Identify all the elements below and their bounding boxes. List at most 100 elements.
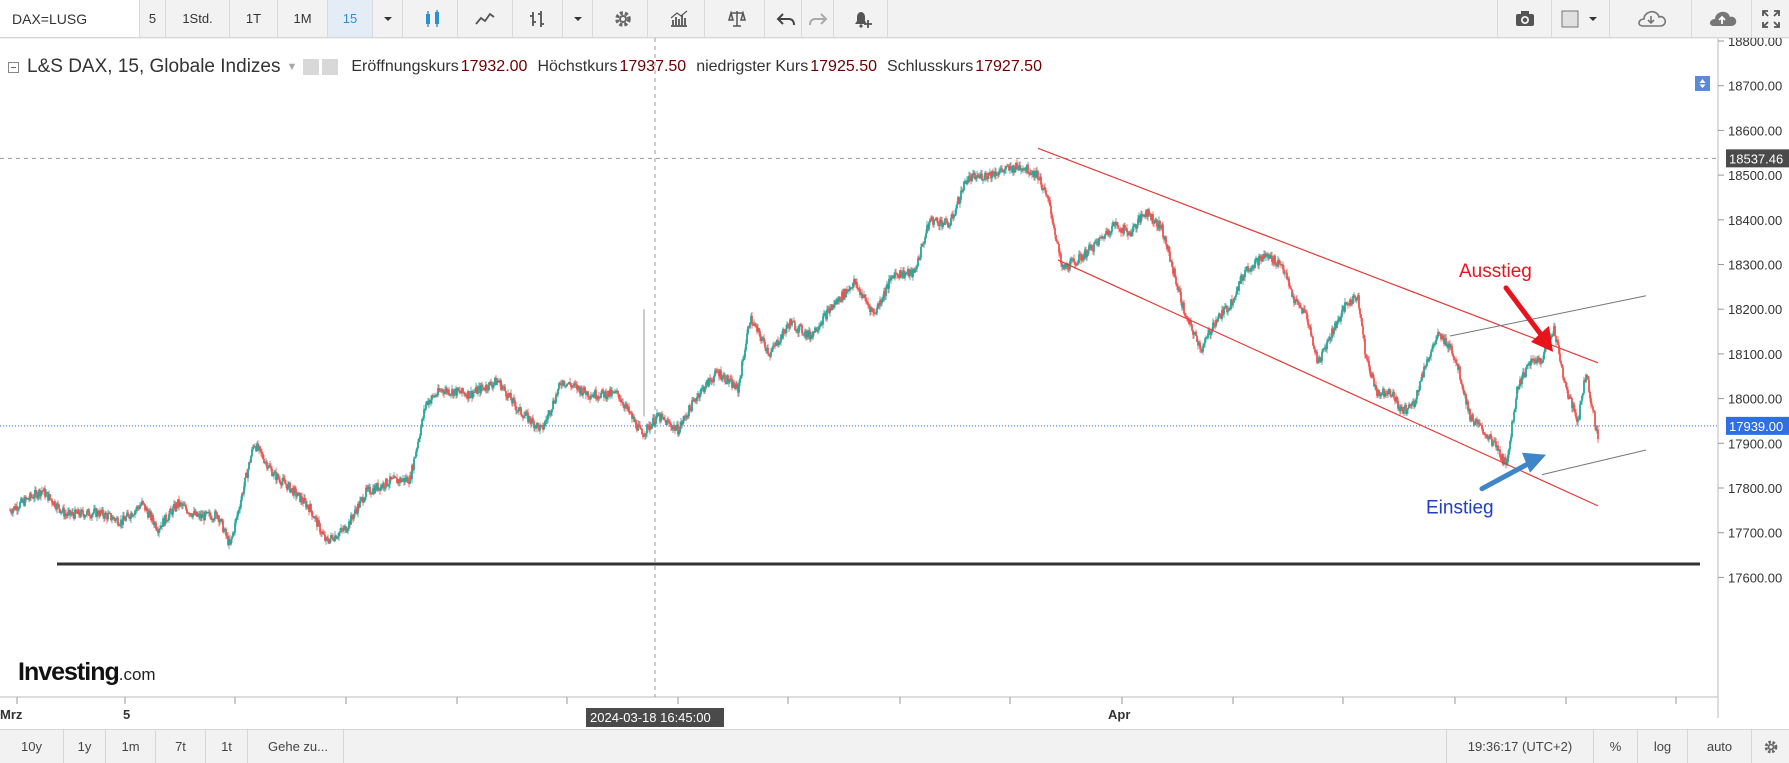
scale-toggle-button[interactable] — [1695, 76, 1710, 91]
candle-body — [416, 448, 418, 452]
gear-icon[interactable] — [322, 59, 339, 75]
candle-body — [1594, 411, 1596, 427]
candle-body — [789, 319, 791, 329]
range-1t-button[interactable]: 1t — [206, 730, 248, 763]
chevron-down-icon[interactable]: ▼ — [286, 61, 298, 73]
fullscreen-button[interactable] — [1752, 0, 1789, 37]
background-color-button[interactable] — [1552, 0, 1610, 37]
line-chart-button[interactable] — [458, 0, 513, 37]
candles-chart-button[interactable] — [408, 0, 458, 37]
candle-body — [1115, 221, 1117, 225]
candle-body — [21, 498, 23, 503]
candle-body — [607, 390, 609, 397]
range-7t-button[interactable]: 7t — [156, 730, 206, 763]
candle-body — [1425, 366, 1427, 368]
candle-body — [721, 379, 723, 380]
compare-button[interactable] — [710, 0, 765, 37]
candle-body — [1134, 224, 1136, 226]
chart-type-dropdown-button[interactable] — [563, 0, 593, 37]
load-chart-button[interactable] — [1610, 0, 1692, 37]
undo-button[interactable] — [770, 0, 802, 37]
candle-body — [985, 172, 987, 178]
candle-body — [167, 519, 169, 521]
candle-body — [1361, 318, 1363, 327]
percent-scale-button[interactable]: % — [1594, 730, 1638, 763]
auto-scale-button[interactable]: auto — [1688, 730, 1752, 763]
snapshot-button[interactable] — [1497, 0, 1552, 37]
candle-body — [750, 316, 752, 323]
interval-15-button[interactable]: 15 — [328, 0, 373, 37]
candle-body — [1155, 219, 1157, 221]
candle-body — [1377, 389, 1379, 396]
candle-body — [160, 525, 162, 529]
candle-body — [1522, 372, 1524, 377]
candle-body — [1043, 187, 1045, 190]
eye-icon[interactable] — [303, 59, 320, 75]
legend-title[interactable]: L&S DAX, 15, Globale Indizes — [27, 56, 281, 77]
interval-5-button[interactable]: 5 — [140, 0, 166, 37]
candle-body — [1264, 254, 1266, 258]
settings-button[interactable] — [598, 0, 648, 37]
candle-body — [267, 467, 269, 469]
candle-body — [1541, 362, 1543, 364]
candle-body — [1215, 319, 1217, 327]
candle-body — [1357, 295, 1359, 298]
symbol-field[interactable]: DAX=LUSG — [0, 0, 140, 37]
candle-body — [799, 324, 801, 326]
candle-body — [345, 526, 347, 533]
candle-body — [1222, 309, 1224, 315]
candle-body — [1061, 263, 1063, 267]
candle-body — [197, 515, 199, 517]
candle-body — [217, 515, 219, 519]
candle-body — [726, 375, 728, 384]
candle-body — [957, 197, 959, 205]
candle-body — [994, 171, 996, 177]
candle-body — [142, 500, 144, 503]
goto-date-button[interactable]: Gehe zu... — [248, 730, 344, 763]
candle-body — [1562, 367, 1564, 378]
interval-1h-button[interactable]: 1Std. — [166, 0, 230, 37]
candle-body — [1369, 366, 1371, 374]
studies-button[interactable] — [653, 0, 705, 37]
candle-body — [259, 446, 261, 449]
candle-body — [1413, 401, 1415, 407]
candle-body — [832, 304, 834, 308]
cloud-download-icon — [1637, 10, 1666, 27]
candle-body — [1266, 253, 1268, 255]
interval-dropdown-button[interactable] — [373, 0, 403, 37]
range-10y-button[interactable]: 10y — [0, 730, 64, 763]
x-tick-label: 5 — [123, 707, 130, 722]
candle-body — [1247, 266, 1249, 271]
candle-body — [1238, 281, 1240, 291]
candlestick-series — [9, 159, 1599, 550]
indicators-button[interactable] — [513, 0, 563, 37]
collapse-legend-button[interactable] — [8, 61, 19, 73]
candle-body — [1458, 366, 1460, 370]
candle-body — [97, 510, 99, 515]
range-1m-button[interactable]: 1m — [106, 730, 156, 763]
range-1y-button[interactable]: 1y — [64, 730, 106, 763]
price-chart[interactable]: 17600.0017700.0017800.0017900.0018000.00… — [0, 38, 1789, 729]
candle-body — [818, 326, 820, 331]
candle-body — [1243, 276, 1245, 278]
candle-body — [169, 509, 171, 515]
log-scale-button[interactable]: log — [1638, 730, 1688, 763]
interval-1m-button[interactable]: 1M — [278, 0, 328, 37]
alert-button[interactable] — [838, 0, 888, 37]
save-chart-button[interactable] — [1692, 0, 1752, 37]
chart-settings-button[interactable] — [1752, 730, 1789, 763]
trendline-upper — [1449, 295, 1647, 337]
candle-body — [1281, 264, 1283, 266]
candle-body — [361, 497, 363, 499]
candle-body — [242, 493, 244, 495]
candle-body — [424, 409, 426, 410]
candle-body — [1391, 395, 1393, 397]
candle-body — [175, 503, 177, 511]
redo-button[interactable] — [802, 0, 834, 37]
interval-1d-button[interactable]: 1T — [230, 0, 278, 37]
candle-body — [477, 388, 479, 394]
candle-body — [656, 413, 658, 418]
candle-body — [1569, 396, 1571, 399]
candle-body — [1046, 194, 1048, 196]
candle-body — [1351, 303, 1353, 305]
